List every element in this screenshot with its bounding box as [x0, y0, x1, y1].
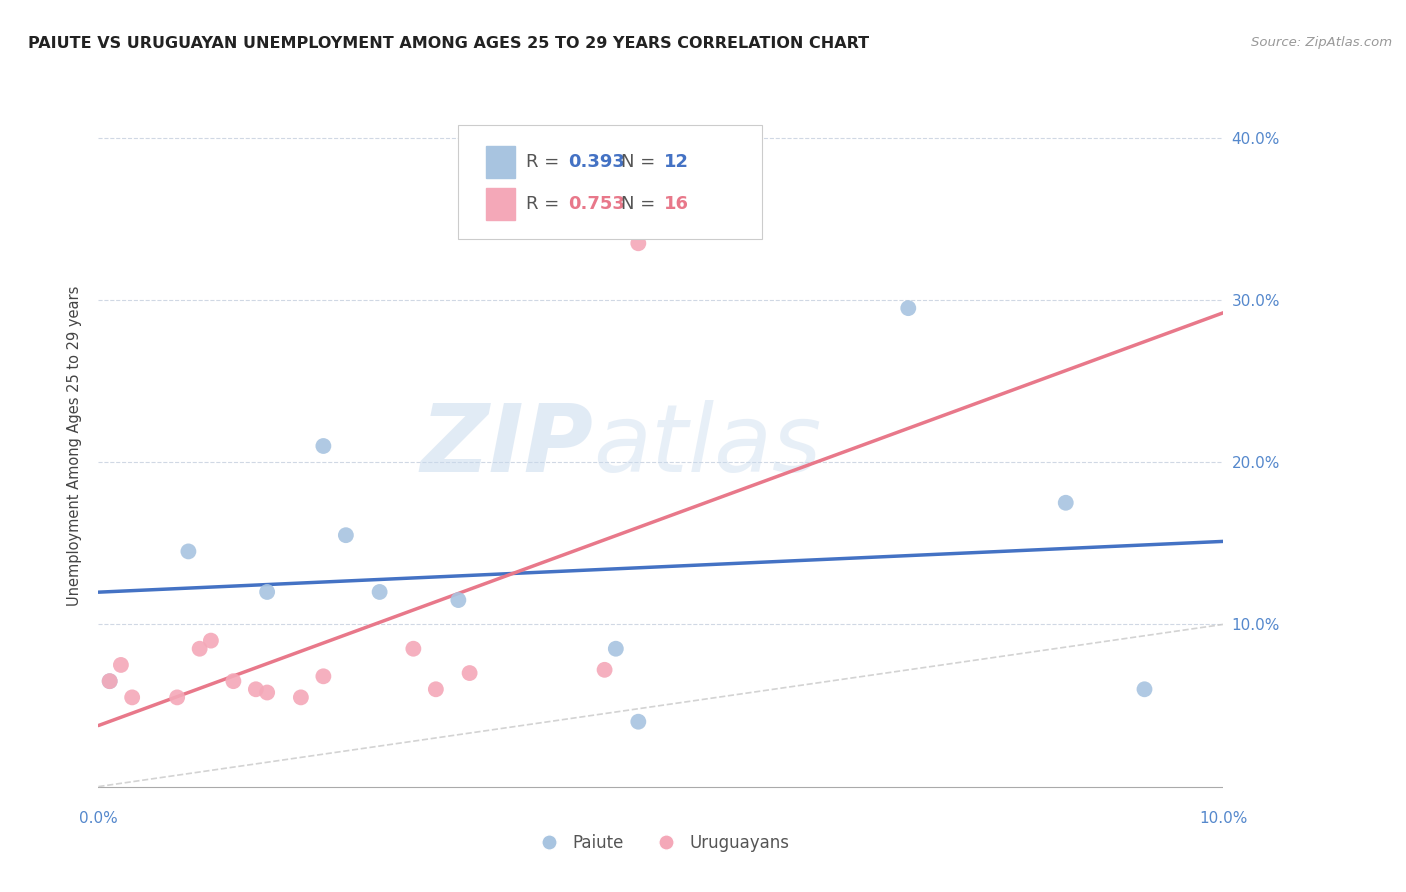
Text: PAIUTE VS URUGUAYAN UNEMPLOYMENT AMONG AGES 25 TO 29 YEARS CORRELATION CHART: PAIUTE VS URUGUAYAN UNEMPLOYMENT AMONG A… — [28, 36, 869, 51]
Point — [605, 641, 627, 656]
Point — [335, 528, 357, 542]
Text: atlas: atlas — [593, 401, 821, 491]
Point — [312, 439, 335, 453]
Point — [627, 236, 650, 251]
Point — [222, 674, 245, 689]
Text: 12: 12 — [664, 153, 689, 171]
Text: 16: 16 — [664, 195, 689, 213]
Point — [98, 674, 121, 689]
Point — [110, 657, 132, 672]
Point — [447, 593, 470, 607]
Point — [627, 714, 650, 729]
Point — [256, 585, 278, 599]
Text: R =: R = — [526, 195, 565, 213]
Point — [312, 669, 335, 683]
Legend: Paiute, Uruguayans: Paiute, Uruguayans — [526, 828, 796, 859]
Point — [245, 682, 267, 697]
Text: 0.393: 0.393 — [568, 153, 626, 171]
Point — [1054, 496, 1077, 510]
FancyBboxPatch shape — [458, 125, 762, 239]
Point — [425, 682, 447, 697]
Point — [256, 685, 278, 699]
Bar — [486, 188, 515, 220]
Point — [166, 690, 188, 705]
Point — [402, 641, 425, 656]
Text: ZIP: ZIP — [420, 400, 593, 492]
Point — [368, 585, 391, 599]
Text: 0.753: 0.753 — [568, 195, 626, 213]
Point — [290, 690, 312, 705]
Text: N =: N = — [621, 195, 661, 213]
Point — [188, 641, 211, 656]
Point — [177, 544, 200, 558]
Point — [897, 301, 920, 315]
Y-axis label: Unemployment Among Ages 25 to 29 years: Unemployment Among Ages 25 to 29 years — [67, 285, 83, 607]
Bar — [486, 146, 515, 178]
Point — [98, 674, 121, 689]
Point — [1133, 682, 1156, 697]
Text: N =: N = — [621, 153, 661, 171]
Point — [458, 666, 481, 681]
Text: Source: ZipAtlas.com: Source: ZipAtlas.com — [1251, 36, 1392, 49]
Point — [200, 633, 222, 648]
Text: R =: R = — [526, 153, 565, 171]
Point — [593, 663, 616, 677]
Point — [121, 690, 143, 705]
